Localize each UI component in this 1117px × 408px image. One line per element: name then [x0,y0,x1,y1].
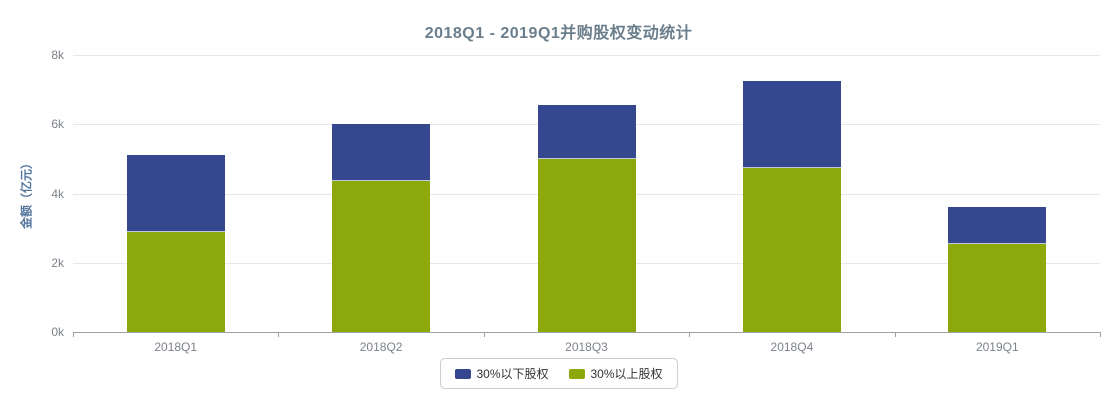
bar-segment[interactable] [126,155,225,232]
chart-title: 2018Q1 - 2019Q1并购股权变动统计 [424,25,693,42]
legend-swatch [568,368,585,379]
bar-segment[interactable] [948,207,1047,244]
bar-segment[interactable] [332,181,431,332]
bar-segment[interactable] [948,243,1047,332]
bar-segment[interactable] [332,124,431,182]
bar-segment[interactable] [537,105,636,159]
bar-segment[interactable] [742,80,841,168]
y-tick-label: 2k [51,255,64,270]
bar-segment[interactable] [742,167,841,332]
bar-segment[interactable] [126,231,225,332]
x-axis-tick [689,332,691,337]
y-tick-label: 4k [51,186,64,201]
legend-label: 30%以下股权 [476,367,549,381]
x-tick-label: 2019Q1 [975,340,1019,354]
x-tick-label: 2018Q4 [770,340,814,354]
x-tick-label: 2018Q3 [565,340,608,354]
x-tick-label: 2018Q1 [154,340,198,354]
plot-area: 0k 2k 4k 6k 8k 2018Q1 2018Q2 2018Q3 2018Q4 2019Q1 [51,48,1101,354]
legend: 30%以下股权 30%以上股权 [439,358,678,389]
x-axis-tick [278,332,280,337]
x-axis-tick [73,332,74,337]
y-tick-label: 6k [51,117,64,132]
legend-label: 30%以上股权 [590,367,663,381]
bar-segment[interactable] [537,158,636,332]
gridline [73,55,1100,56]
x-axis-tick [1100,332,1101,337]
x-axis-tick [894,332,896,337]
x-tick-label: 2018Q2 [359,340,403,354]
y-tick-label: 0k [51,325,64,339]
y-tick-label: 8k [51,48,64,62]
legend-item[interactable]: 30%以上股权 [568,365,663,382]
legend-swatch [454,368,471,379]
x-axis-tick [483,332,485,337]
legend-item[interactable]: 30%以下股权 [454,365,549,382]
